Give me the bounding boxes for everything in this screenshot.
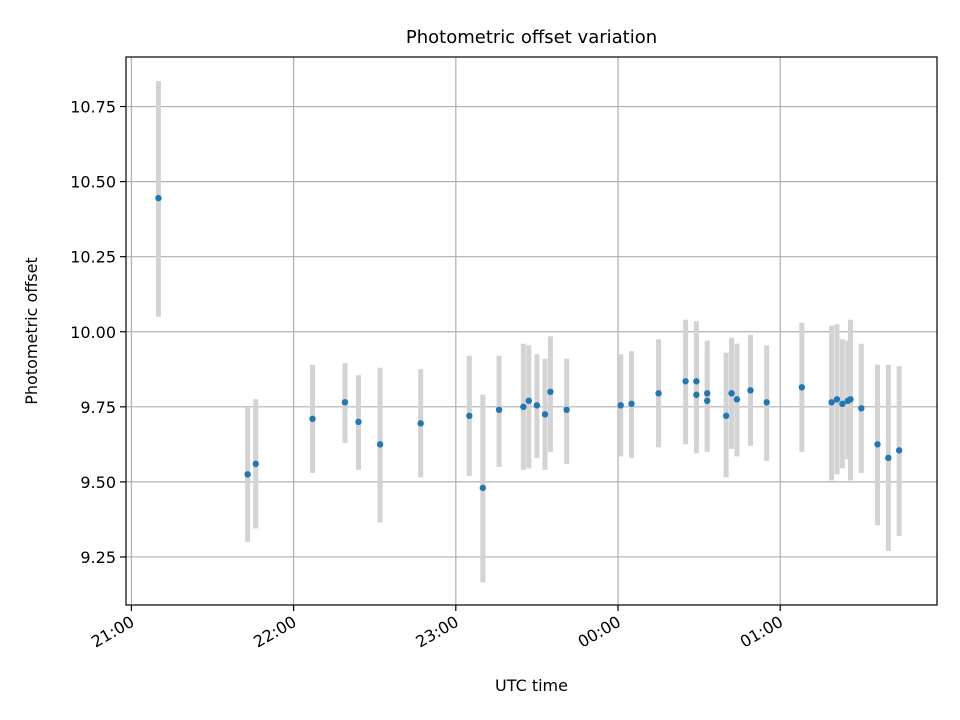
data-point <box>417 420 424 427</box>
data-point <box>763 399 770 406</box>
y-tick-label: 10.75 <box>70 98 116 117</box>
grid <box>126 57 937 605</box>
data-point <box>682 378 689 385</box>
data-point <box>798 384 806 391</box>
data-point <box>693 391 700 399</box>
y-tick-label: 10.00 <box>70 323 116 342</box>
y-axis-title: Photometric offset <box>22 257 41 405</box>
data-point <box>693 378 700 385</box>
data-point <box>533 402 541 409</box>
data-point <box>722 412 730 420</box>
x-axis-title: UTC time <box>495 676 568 695</box>
y-tick-label: 9.50 <box>80 473 116 492</box>
data-point <box>728 390 735 397</box>
data-point <box>847 396 854 403</box>
data-point <box>885 454 892 462</box>
data-point <box>525 397 532 405</box>
data-point <box>874 441 881 448</box>
y-tick-label: 10.50 <box>70 173 116 192</box>
data-point <box>376 441 384 448</box>
data-point <box>617 402 624 409</box>
data-point <box>541 411 549 418</box>
plot-frame <box>125 56 938 606</box>
data-point <box>704 397 711 405</box>
data-point <box>252 460 259 468</box>
data-point <box>547 388 554 396</box>
data-point <box>704 390 711 397</box>
data-point <box>895 447 903 454</box>
data-point <box>355 418 362 426</box>
data-point <box>155 194 162 202</box>
data-point <box>833 396 841 403</box>
data-point <box>733 396 741 403</box>
data-point <box>244 471 251 478</box>
data-point <box>839 400 846 408</box>
data-point <box>747 387 754 394</box>
data-point <box>655 390 662 397</box>
data-point <box>563 406 570 414</box>
data-point <box>628 400 635 408</box>
y-tick-label: 9.75 <box>80 398 116 417</box>
data-point <box>858 405 865 412</box>
y-tick-label: 9.25 <box>80 548 116 567</box>
y-axis-ticks: 9.25 9.50 9.75 10.00 10.25 10.50 10.75 <box>70 98 126 567</box>
data-point <box>341 399 349 406</box>
data-points <box>155 194 903 492</box>
data-point <box>828 399 835 406</box>
y-tick-label: 10.25 <box>70 248 116 267</box>
data-point <box>520 403 527 411</box>
data-point <box>309 415 316 423</box>
data-point <box>466 412 473 420</box>
chart-title: Photometric offset variation <box>406 27 657 48</box>
data-point <box>495 406 503 414</box>
data-point <box>479 484 487 492</box>
